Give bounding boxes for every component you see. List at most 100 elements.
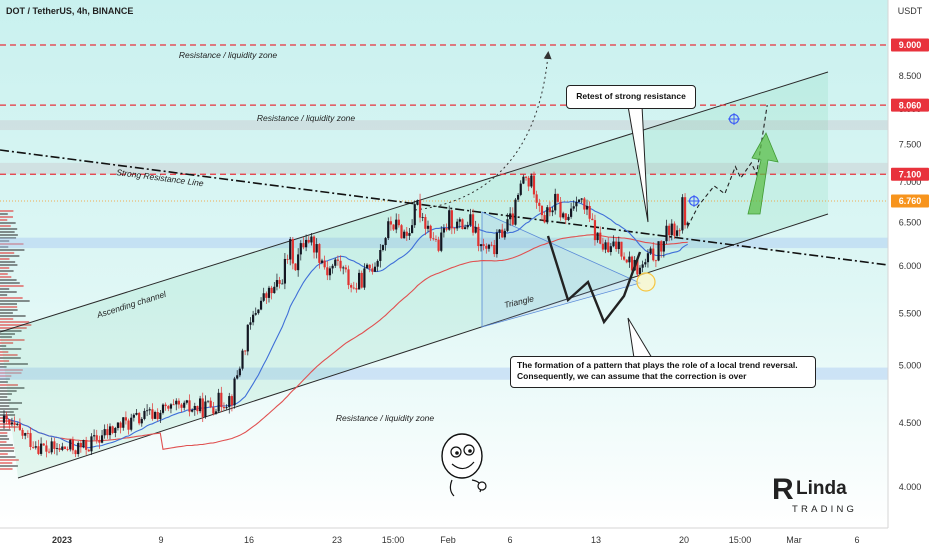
candle xyxy=(339,255,342,272)
volume-profile-bar xyxy=(0,288,10,290)
candle xyxy=(662,241,665,258)
candle xyxy=(188,394,191,417)
candle xyxy=(400,224,403,239)
target-marker-1[interactable] xyxy=(688,195,700,207)
candle xyxy=(199,395,202,414)
zone-band xyxy=(0,120,888,131)
volume-profile-bar xyxy=(0,387,25,389)
volume-profile-bar xyxy=(0,375,12,377)
candle xyxy=(40,437,43,456)
candle xyxy=(548,201,551,217)
candle xyxy=(532,171,536,198)
candle xyxy=(246,324,249,356)
candle xyxy=(593,214,597,246)
candle xyxy=(546,205,549,225)
candle xyxy=(411,219,414,234)
candle xyxy=(676,225,679,239)
candle xyxy=(609,242,612,256)
candle xyxy=(583,196,586,214)
candle xyxy=(456,218,459,231)
zone-label-mid: Resistance / liquidity zone xyxy=(257,113,356,123)
volume-profile-bar xyxy=(0,396,8,398)
candle xyxy=(498,229,501,239)
candle xyxy=(180,402,183,413)
candle xyxy=(312,235,316,259)
volume-profile xyxy=(0,210,32,470)
linda-trading-logo: R Linda TRADING xyxy=(772,473,854,515)
symbol-title[interactable]: DOT / TetherUS, 4h, BINANCE xyxy=(6,6,133,16)
candle xyxy=(638,265,642,276)
volume-profile-bar xyxy=(0,282,20,284)
target-marker-2[interactable] xyxy=(728,113,740,125)
candle xyxy=(297,248,300,277)
volume-profile-bar xyxy=(0,465,18,467)
candle xyxy=(63,446,67,450)
candle xyxy=(55,443,59,456)
candle xyxy=(554,188,557,215)
candle xyxy=(471,208,475,236)
time-tick-label: Mar xyxy=(786,535,802,545)
candle xyxy=(111,425,114,435)
candle xyxy=(87,448,90,452)
price-marker-badge: 6.760 xyxy=(891,194,929,208)
volume-profile-bar xyxy=(0,330,22,332)
candle xyxy=(217,388,220,413)
candle xyxy=(517,193,520,202)
candle xyxy=(328,266,332,281)
candle xyxy=(95,429,98,444)
volume-profile-bar xyxy=(0,405,10,407)
candle xyxy=(10,417,14,427)
candle xyxy=(310,232,313,246)
candle xyxy=(392,224,395,231)
volume-profile-bar xyxy=(0,378,10,380)
price-marker-badge: 7.100 xyxy=(891,167,929,181)
candle xyxy=(604,239,607,254)
candle xyxy=(220,386,223,413)
volume-profile-bar xyxy=(0,450,14,452)
time-tick-label: 20 xyxy=(679,535,689,545)
retest-callout-text: Retest of strong resistance xyxy=(576,91,686,101)
volume-profile-bar xyxy=(0,303,17,305)
candle xyxy=(50,437,53,455)
volume-profile-bar xyxy=(0,372,22,374)
candle xyxy=(424,214,427,236)
candle xyxy=(273,282,276,294)
candle xyxy=(244,350,247,356)
candle xyxy=(530,173,533,189)
candle xyxy=(175,398,178,411)
candle xyxy=(318,243,321,269)
candle xyxy=(350,283,353,293)
candle xyxy=(442,224,445,238)
candle xyxy=(373,262,377,272)
candle xyxy=(135,408,138,416)
candle xyxy=(196,405,199,415)
candle xyxy=(71,436,74,455)
svg-text:9.000: 9.000 xyxy=(899,40,922,50)
candle xyxy=(98,435,101,449)
candle xyxy=(90,433,93,455)
candle xyxy=(572,200,575,211)
candle xyxy=(358,269,361,290)
candle xyxy=(405,227,408,241)
volume-profile-bar xyxy=(0,420,15,422)
time-tick-label: 15:00 xyxy=(382,535,405,545)
time-tick-label: 9 xyxy=(158,535,163,545)
volume-profile-bar xyxy=(0,456,16,458)
candle xyxy=(360,270,363,289)
time-axis-ticks: 2023 9 16 23 15:00 Feb 6 13 20 15:00 Mar 6 xyxy=(52,535,860,545)
candle xyxy=(323,255,326,270)
candle xyxy=(434,235,438,242)
volume-profile-bar xyxy=(0,399,11,401)
volume-profile-bar xyxy=(0,237,17,239)
volume-profile-bar xyxy=(0,315,26,317)
candle xyxy=(556,193,559,203)
volume-profile-bar xyxy=(0,213,8,215)
price-markers: 9.000 8.060 7.100 6.760 xyxy=(891,38,929,208)
candle xyxy=(132,413,135,422)
candle xyxy=(575,196,578,212)
candle xyxy=(418,193,422,223)
candle xyxy=(588,201,591,222)
candle xyxy=(469,208,472,228)
candle xyxy=(66,446,69,452)
